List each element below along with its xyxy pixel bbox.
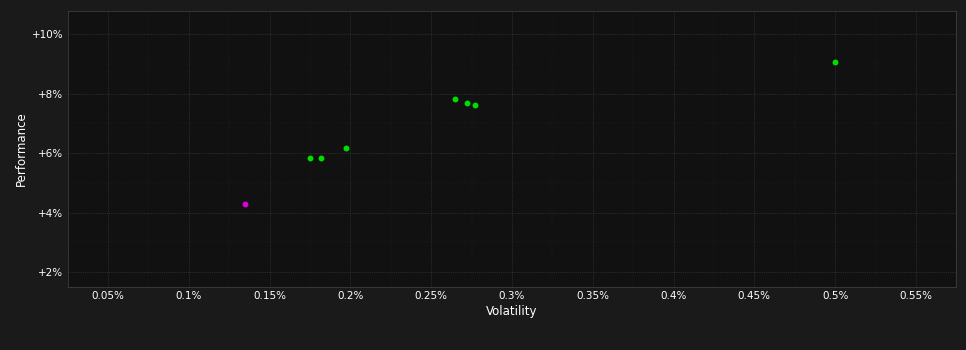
Point [459, 100, 474, 106]
X-axis label: Volatility: Volatility [486, 305, 538, 318]
Point [338, 145, 354, 150]
Point [238, 202, 253, 207]
Point [302, 155, 318, 161]
Y-axis label: Performance: Performance [14, 111, 28, 186]
Point [447, 96, 463, 102]
Point [468, 102, 483, 107]
Point [314, 155, 329, 161]
Point [828, 59, 843, 64]
